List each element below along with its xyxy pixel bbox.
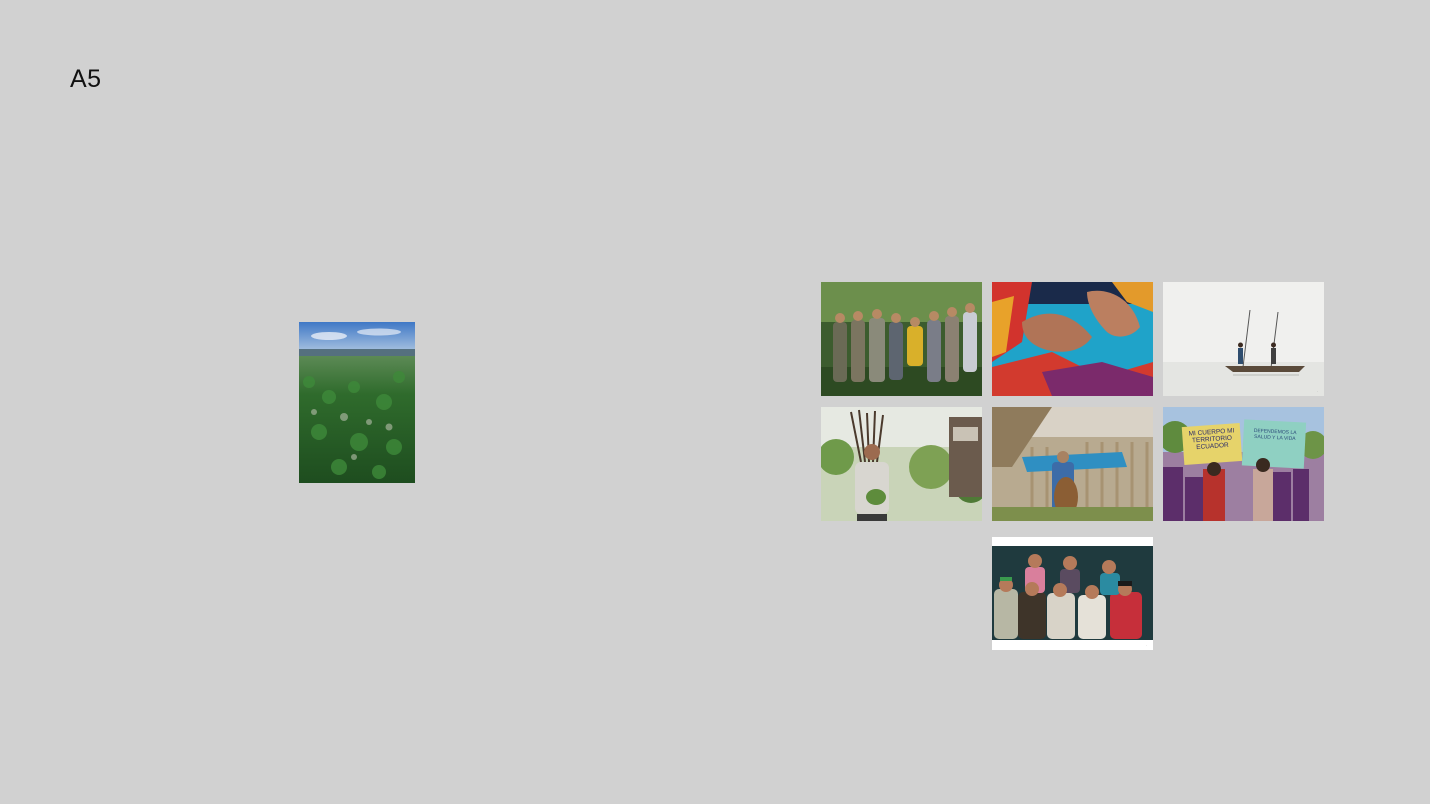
community-group-photo[interactable] <box>821 282 982 396</box>
canoe-fishing-photo[interactable]: · <box>1163 282 1324 396</box>
photo-credit: · <box>1146 389 1147 393</box>
forest-aerial-photo[interactable] <box>299 322 415 483</box>
page-label: A5 <box>70 65 102 94</box>
protest-sign-left: MI CUERPO MI TERRITORIO ECUADOR <box>1184 427 1239 452</box>
firewood-carrier-photo[interactable] <box>821 407 982 521</box>
women-group-photo[interactable]: · <box>992 537 1153 650</box>
embroidery-hands-photo[interactable]: · <box>992 282 1153 396</box>
bamboo-house-photo[interactable] <box>992 407 1153 521</box>
photo-credit: · <box>1317 389 1318 393</box>
protest-march-photo[interactable]: MI CUERPO MI TERRITORIO ECUADOR DEFENDEM… <box>1163 407 1324 521</box>
photo-credit: · <box>1146 643 1147 647</box>
